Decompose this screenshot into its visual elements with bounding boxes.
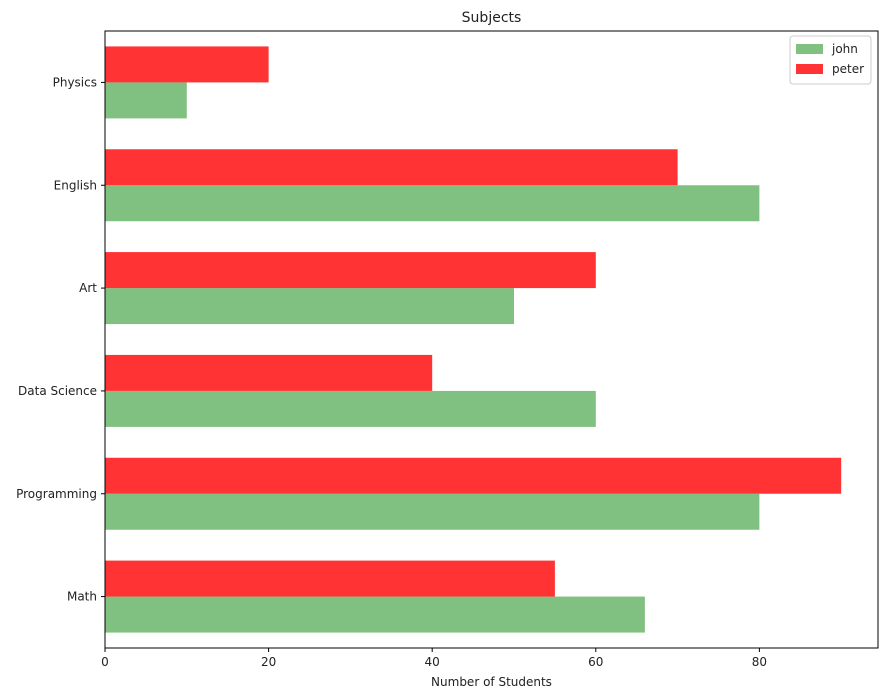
y-tick-label: Data Science — [18, 384, 97, 398]
legend-swatch-john — [796, 44, 823, 54]
legend-swatch-peter — [796, 64, 823, 74]
legend-box — [789, 35, 872, 85]
bar-peter-math — [105, 560, 555, 597]
x-tick-label: 0 — [101, 655, 109, 669]
x-tick-label: 60 — [588, 655, 603, 669]
legend-label-peter: peter — [832, 62, 864, 76]
bar-peter-physics — [105, 46, 269, 83]
x-tick-label: 20 — [261, 655, 276, 669]
x-axis: 0 20 40 60 80 — [101, 648, 767, 669]
y-tick-label: English — [54, 178, 97, 192]
bar-peter-art — [105, 252, 596, 289]
bar-john-programming — [105, 493, 760, 530]
bar-john-art — [105, 288, 514, 325]
bar-john-math — [105, 596, 645, 633]
bar-peter-programming — [105, 457, 842, 494]
y-tick-label: Physics — [53, 75, 97, 89]
bar-peter-english — [105, 149, 678, 186]
legend-label-john: john — [831, 42, 858, 56]
legend: john peter — [789, 35, 872, 85]
y-axis: Math Programming Data Science Art English Phy… — [16, 75, 105, 604]
y-tick-label: Math — [67, 590, 97, 604]
x-axis-title: Number of Students — [431, 675, 552, 689]
x-tick-label: 40 — [425, 655, 440, 669]
bar-peter-data-science — [105, 354, 433, 391]
y-tick-label: Programming — [16, 487, 97, 501]
chart-title: Subjects — [462, 10, 522, 26]
bar-john-physics — [105, 82, 187, 119]
bar-john-english — [105, 185, 760, 222]
plot-area — [105, 46, 842, 633]
bar-john-data-science — [105, 390, 596, 427]
plot-frame — [104, 30, 879, 649]
x-tick-label: 80 — [752, 655, 767, 669]
y-tick-label: Art — [79, 281, 97, 295]
